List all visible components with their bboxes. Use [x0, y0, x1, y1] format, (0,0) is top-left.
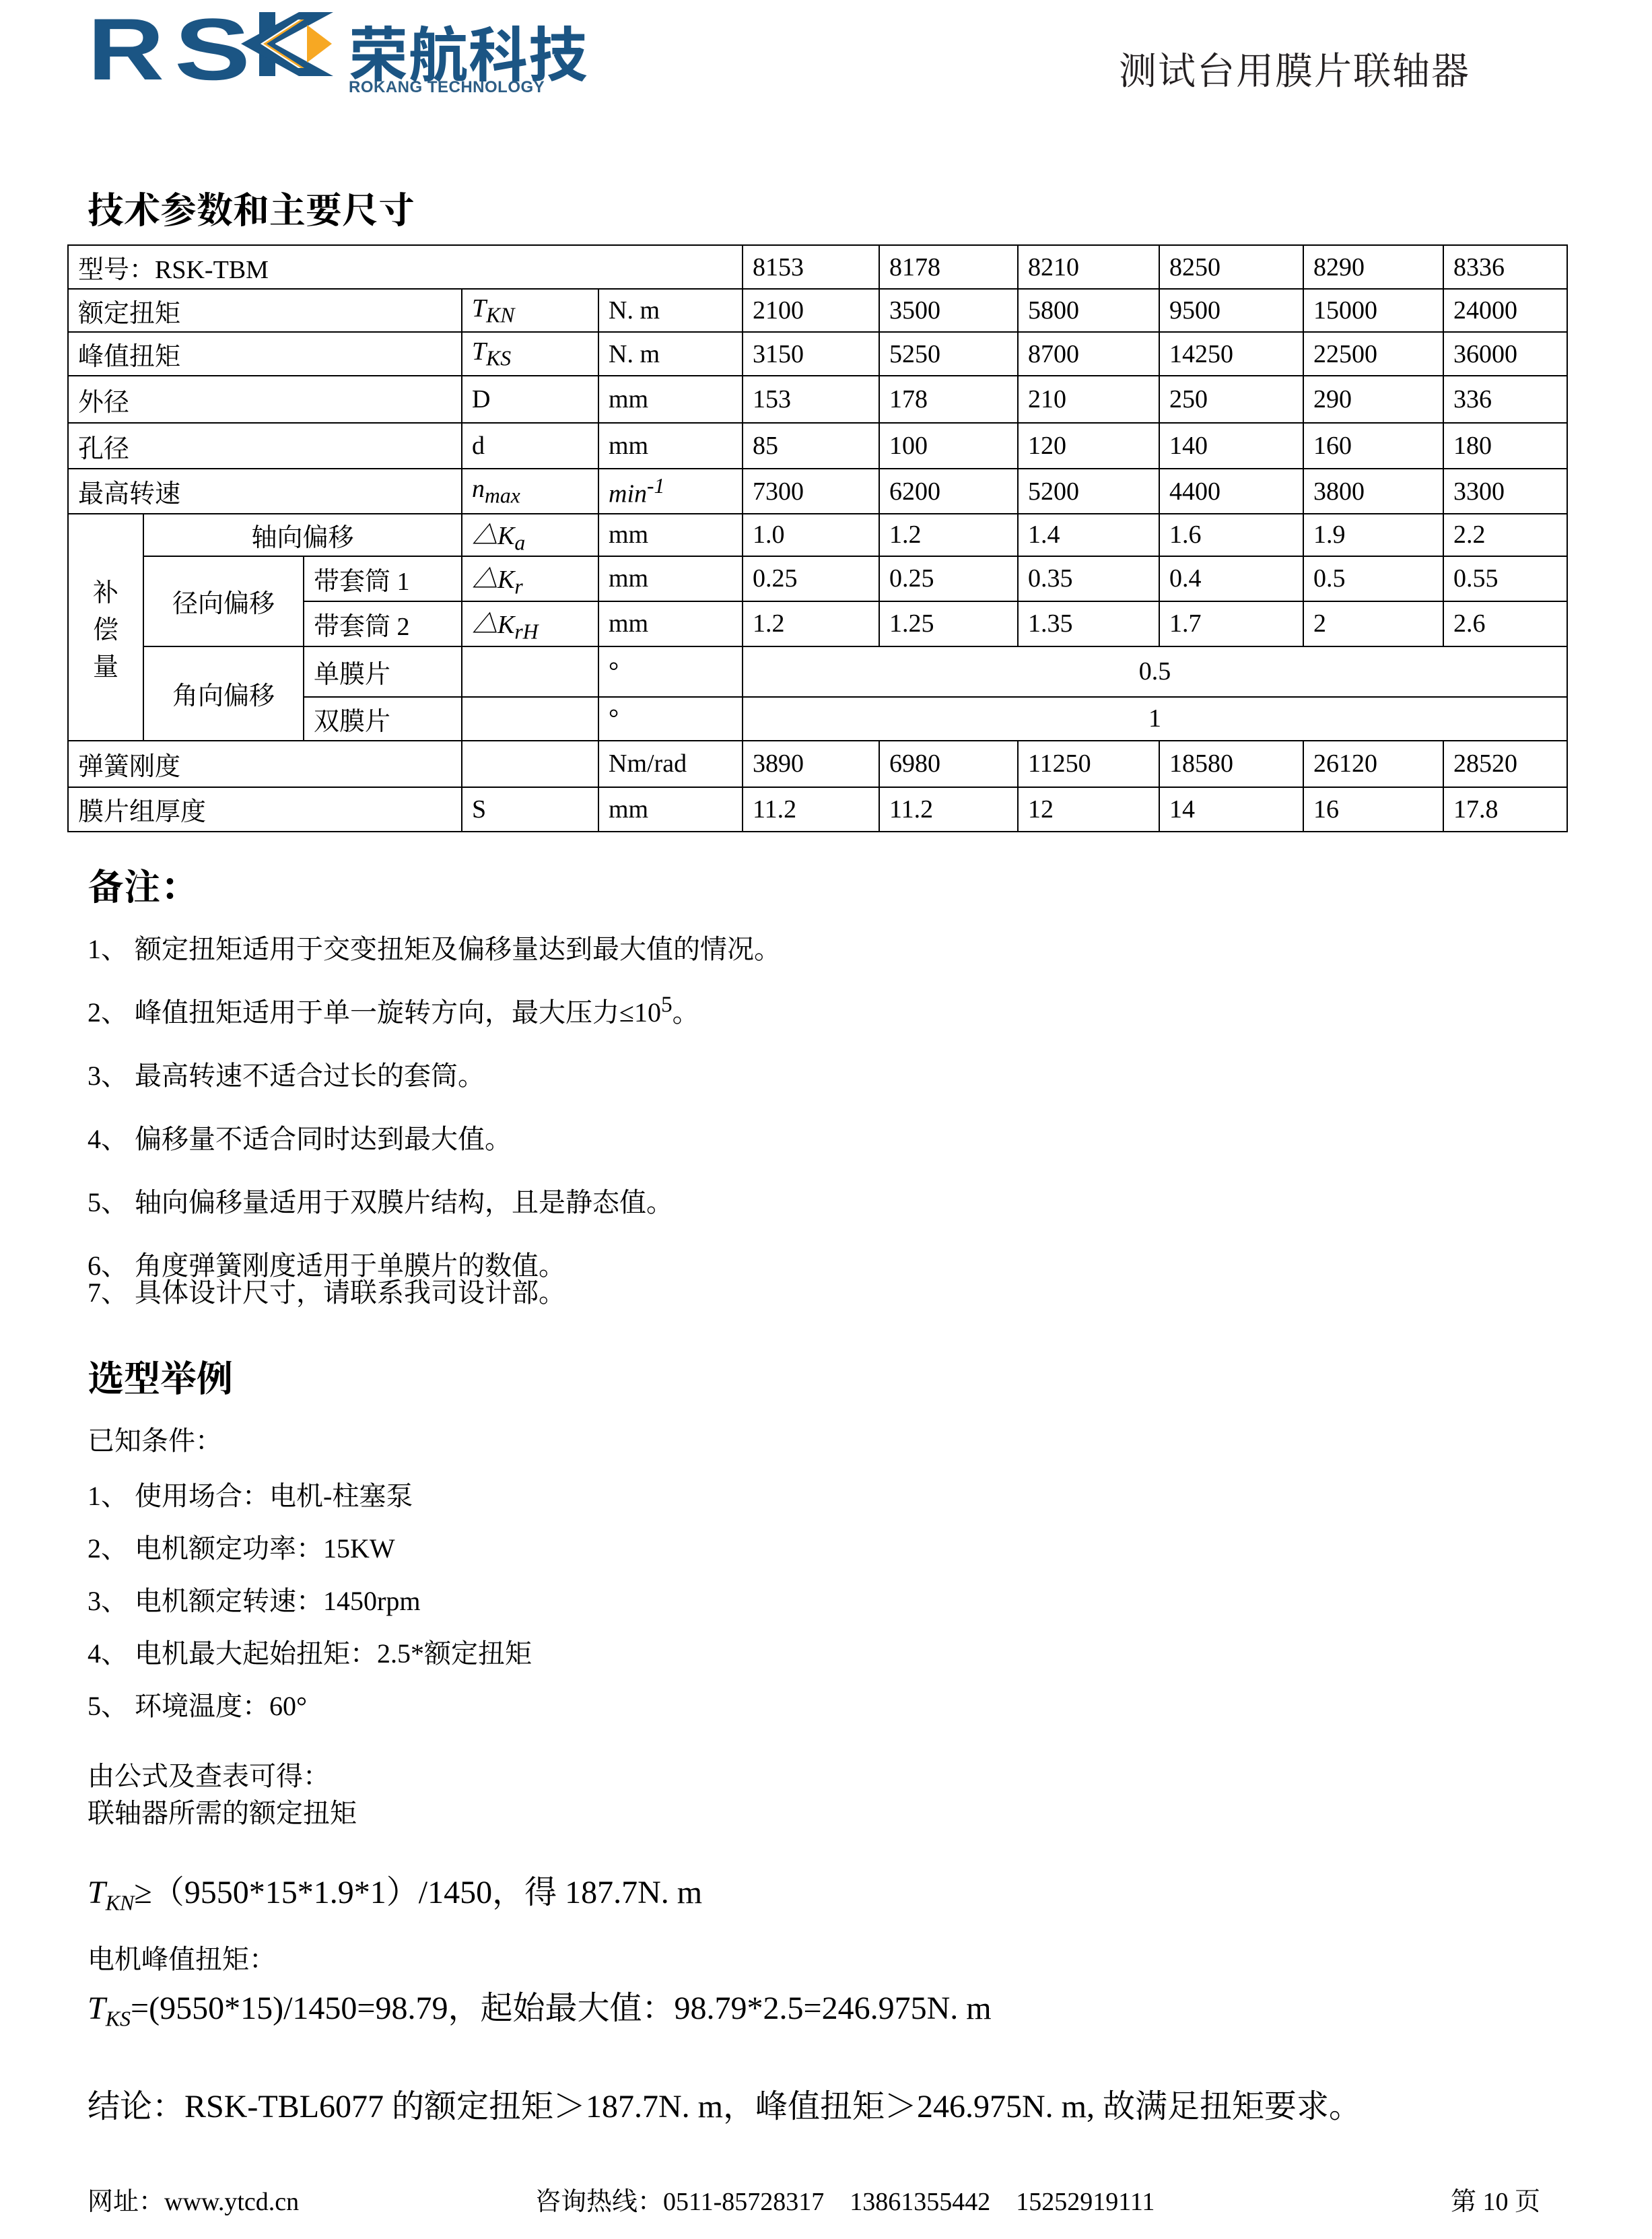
svg-text:R: R: [88, 7, 164, 98]
svg-text:ROKANG TECHNOLOGY: ROKANG TECHNOLOGY: [349, 78, 545, 96]
svg-text:S: S: [174, 7, 250, 98]
